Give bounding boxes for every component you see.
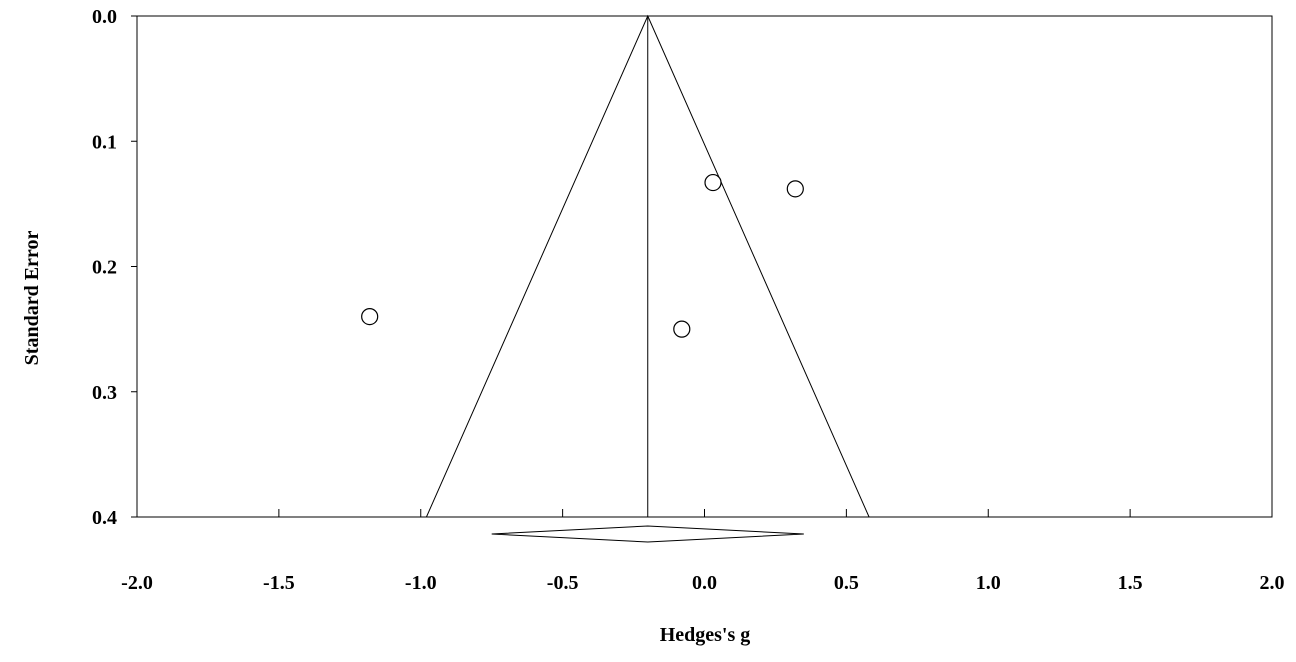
y-tick-label: 0.0 [92, 6, 117, 28]
y-tick-label: 0.2 [92, 257, 117, 279]
study-point [786, 180, 804, 198]
study-point [361, 308, 379, 326]
x-tick-label: 1.5 [1118, 572, 1143, 594]
funnel [425, 14, 870, 518]
summary-diamond [491, 525, 804, 543]
y-tick-label: 0.1 [92, 131, 117, 153]
y-tick-label: 0.4 [92, 507, 117, 529]
study-point [673, 320, 691, 338]
x-tick-label: 0.0 [692, 572, 717, 594]
x-tick-label: -1.0 [405, 572, 437, 594]
x-tick-label: 2.0 [1260, 572, 1285, 594]
x-axis-title: Hedges's g [660, 624, 751, 646]
study-point [704, 173, 722, 192]
y-tick-label: 0.3 [92, 382, 117, 404]
x-tick-label: -1.5 [263, 572, 295, 594]
plot-frame [136, 15, 1273, 518]
x-tick-label: -2.0 [121, 572, 153, 594]
x-tick-label: -0.5 [547, 572, 579, 594]
x-tick-label: 1.0 [976, 572, 1001, 594]
x-tick-label: 0.5 [834, 572, 859, 594]
y-axis-title: Standard Error [21, 231, 43, 366]
